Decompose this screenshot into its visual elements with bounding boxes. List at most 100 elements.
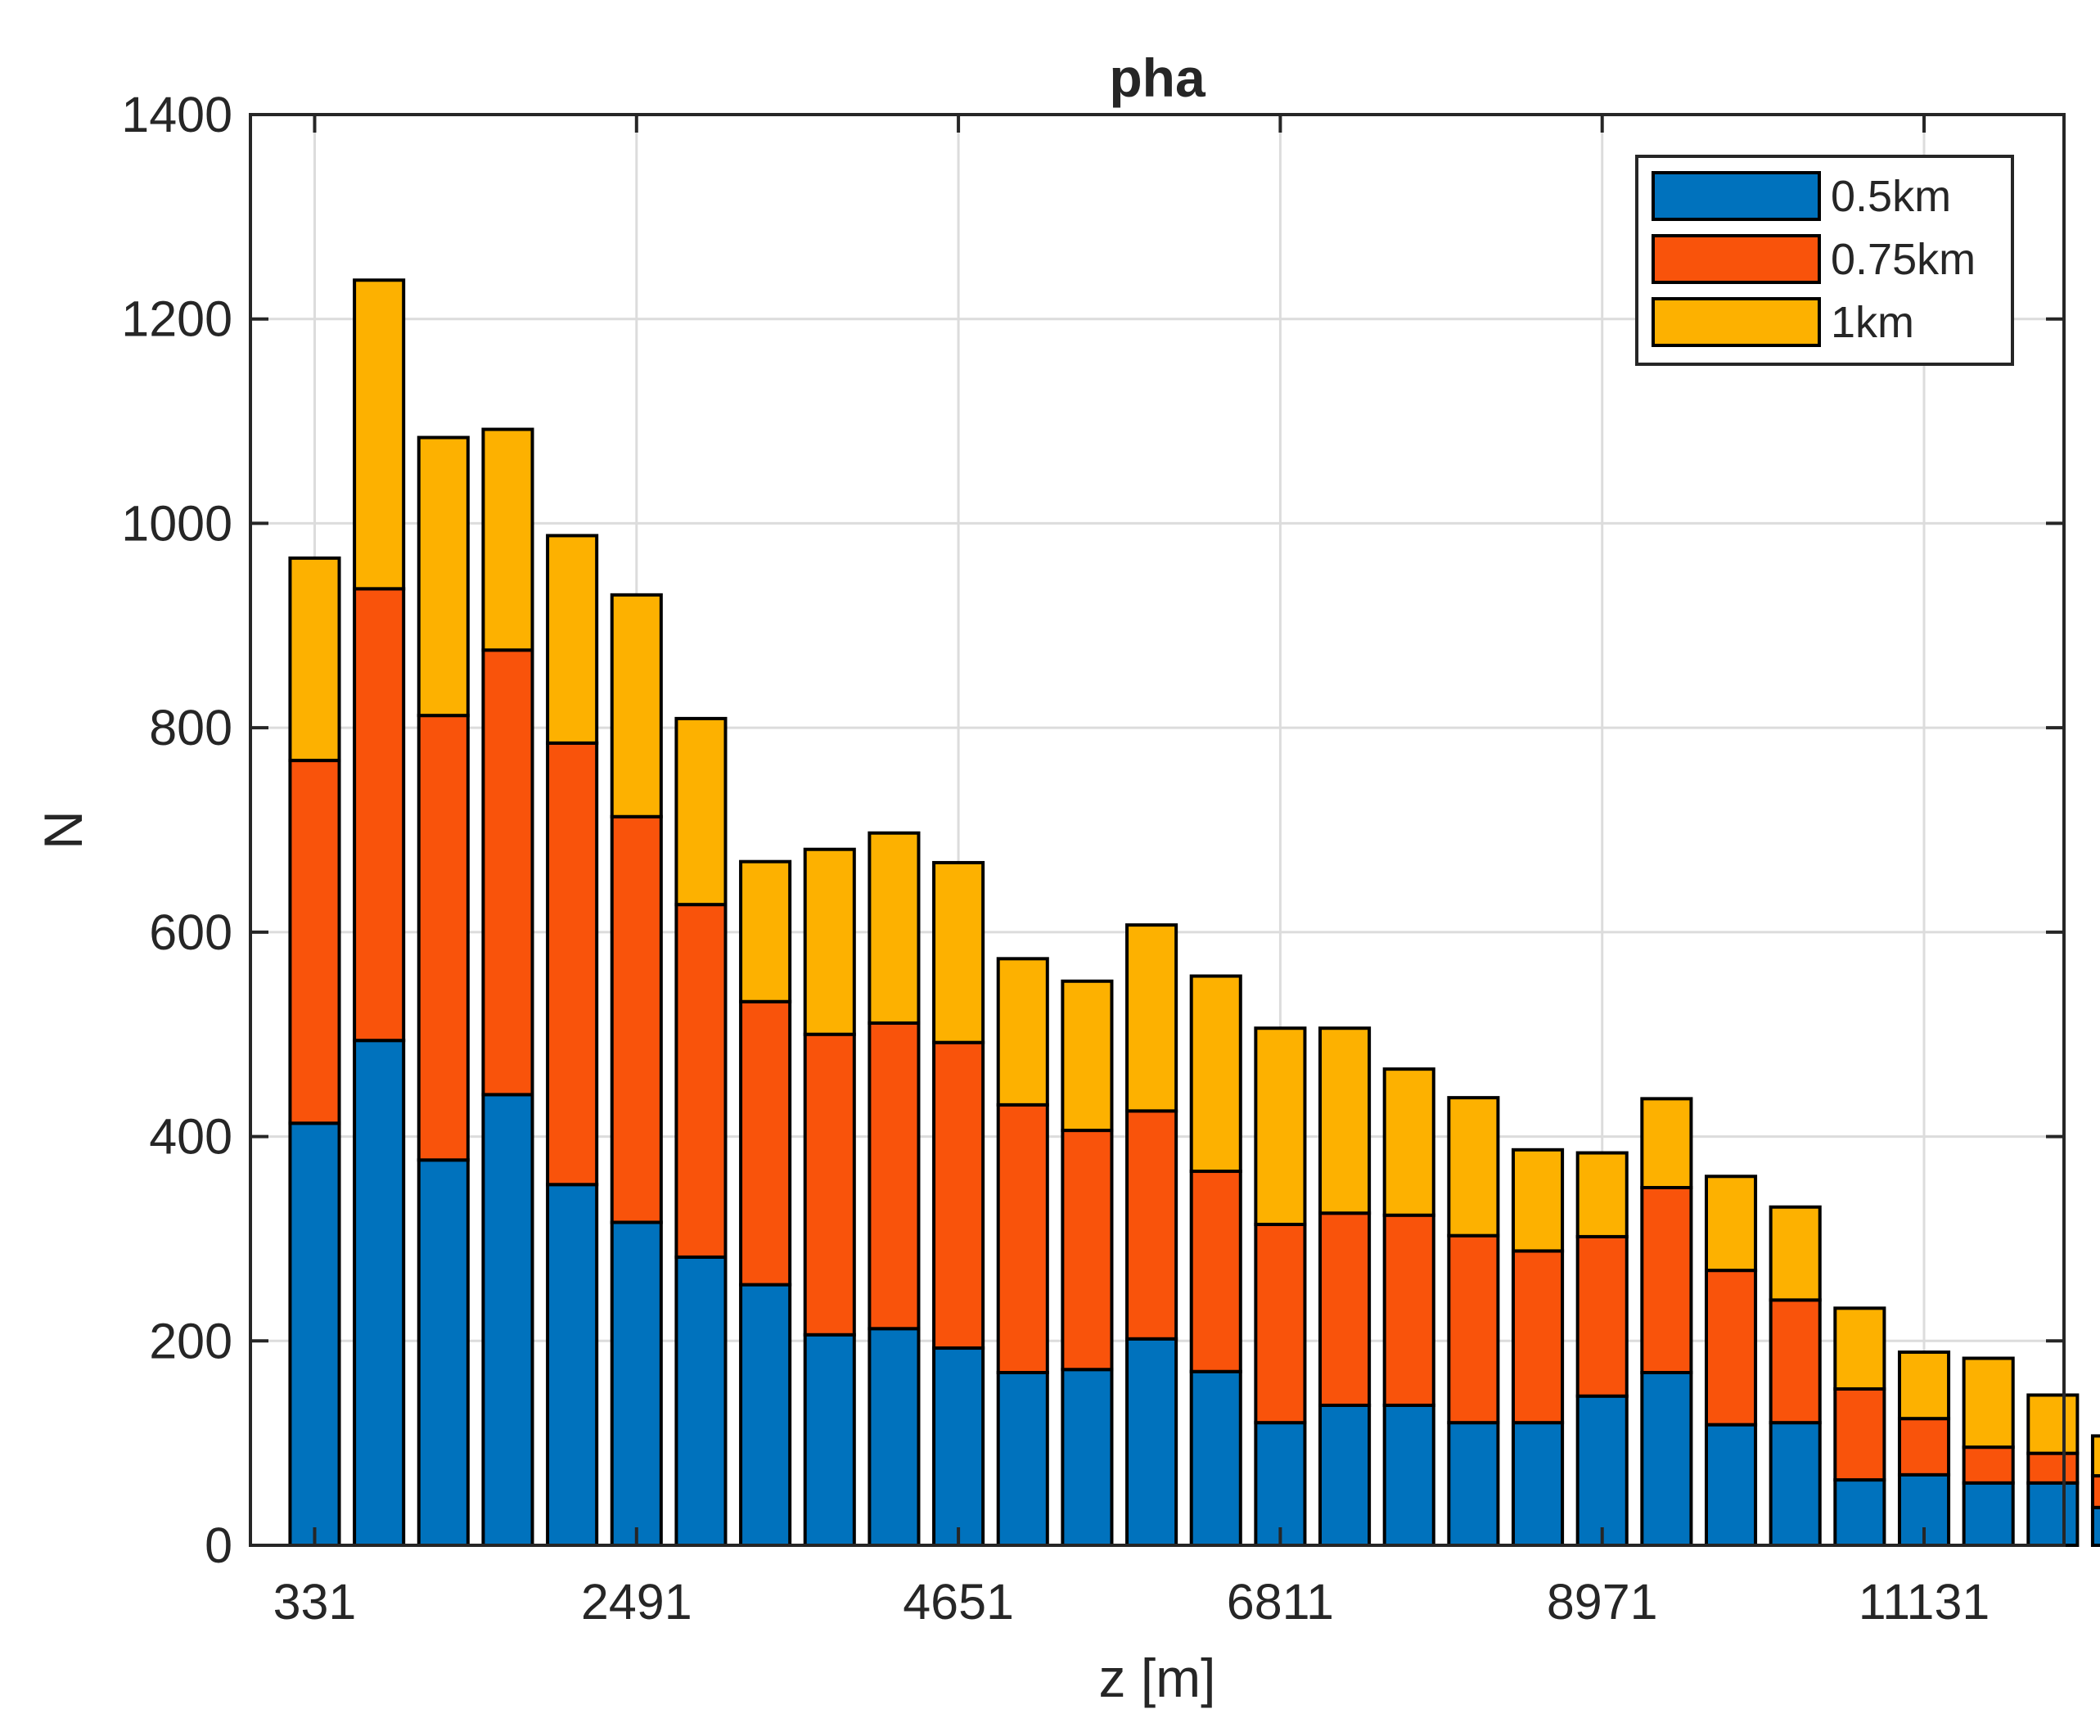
bar-0.75km-763	[353, 587, 406, 1043]
bar-1km-5083	[996, 957, 1049, 1107]
bar-0.5km-11995	[2026, 1481, 2080, 1548]
bar-1km-9835	[1704, 1175, 1758, 1273]
bar-1km-8107	[1447, 1096, 1500, 1238]
bar-1km-11995	[2026, 1393, 2080, 1455]
bar-1km-5947	[1125, 923, 1178, 1113]
x-tick-label-4651: 4651	[903, 1574, 1014, 1630]
bar-0.5km-10267	[1769, 1421, 1822, 1547]
bar-0.75km-3787	[803, 1032, 856, 1337]
bar-0.75km-11131	[1897, 1417, 1951, 1477]
bar-1km-3355	[739, 859, 792, 1003]
legend: 0.5km 0.75km 1km	[1635, 155, 2014, 366]
x-tick-label-331: 331	[273, 1574, 357, 1630]
bar-0.5km-4651	[932, 1346, 985, 1548]
bar-0.5km-1195	[417, 1158, 470, 1547]
bar-0.75km-6811	[1254, 1222, 1307, 1425]
bar-0.5km-2059	[546, 1183, 599, 1547]
bar-0.75km-9835	[1704, 1269, 1758, 1427]
bar-0.75km-11563	[1962, 1445, 2015, 1485]
bar-0.75km-4219	[867, 1021, 921, 1331]
bar-0.5km-763	[353, 1039, 406, 1547]
bar-1km-1627	[481, 427, 534, 652]
bar-0.75km-4651	[932, 1040, 985, 1350]
bar-0.5km-3355	[739, 1283, 792, 1547]
bar-0.5km-8539	[1512, 1421, 1565, 1547]
x-axis-label: z [m]	[1099, 1648, 1216, 1708]
bar-0.5km-7675	[1382, 1403, 1435, 1547]
x-tick-labels: 331 2491 4651 6811 8971 11131	[273, 1574, 1990, 1630]
bar-0.75km-1195	[417, 714, 470, 1162]
y-tick-label-1000: 1000	[121, 495, 232, 551]
bar-0.75km-5515	[1061, 1129, 1114, 1372]
bar-0.75km-1627	[481, 648, 534, 1097]
bar-0.75km-10267	[1769, 1298, 1822, 1425]
bar-0.75km-8539	[1512, 1249, 1565, 1425]
bar-0.5km-4219	[867, 1327, 921, 1547]
legend-label-0.5km: 0.5km	[1831, 172, 1951, 221]
bar-0.5km-3787	[803, 1332, 856, 1548]
bar-1km-763	[353, 278, 406, 591]
x-tick-label-2491: 2491	[581, 1574, 692, 1630]
bar-0.75km-11995	[2026, 1451, 2080, 1485]
bar-1km-5515	[1061, 979, 1114, 1133]
y-tick-label-400: 400	[149, 1109, 232, 1165]
bar-0.5km-5947	[1125, 1337, 1178, 1547]
bar-0.5km-331	[288, 1121, 341, 1547]
bar-0.5km-2923	[674, 1255, 728, 1547]
bar-1km-8971	[1575, 1151, 1629, 1238]
legend-label-1km: 1km	[1831, 298, 1914, 347]
bar-0.75km-5947	[1125, 1109, 1178, 1341]
y-tick-label-1200: 1200	[121, 291, 232, 347]
bar-0.5km-7243	[1318, 1403, 1372, 1547]
y-axis-label: N	[33, 810, 93, 850]
y-tick-label-800: 800	[149, 700, 232, 755]
bar-0.75km-8107	[1447, 1233, 1500, 1425]
bar-1km-2059	[546, 534, 599, 745]
bar-1km-2923	[674, 716, 728, 907]
bar-0.5km-6811	[1254, 1421, 1307, 1547]
y-tick-label-1400: 1400	[121, 87, 232, 142]
bar-1km-2491	[610, 593, 663, 818]
bar-0.5km-10699	[1833, 1478, 1886, 1547]
bar-0.5km-5083	[996, 1370, 1049, 1548]
bar-0.5km-6379	[1189, 1369, 1242, 1547]
bar-1km-7243	[1318, 1026, 1372, 1215]
bar-0.75km-8971	[1575, 1234, 1629, 1398]
bar-0.75km-3355	[739, 999, 792, 1287]
bar-1km-10267	[1769, 1205, 1822, 1302]
axes-box	[249, 113, 2066, 1547]
chart-title: pha	[1109, 47, 1206, 108]
bar-0.75km-10699	[1833, 1387, 1886, 1482]
bar-1km-8539	[1512, 1148, 1565, 1253]
x-tick-label-11131: 11131	[1859, 1574, 1990, 1630]
y-tick-label-200: 200	[149, 1313, 232, 1369]
bar-0.75km-2923	[674, 903, 728, 1259]
bar-1km-1195	[417, 435, 470, 718]
bar-1km-4651	[932, 860, 985, 1044]
bar-1km-9403	[1640, 1097, 1693, 1189]
bar-1km-6379	[1189, 974, 1242, 1174]
bar-0.75km-12427	[2090, 1474, 2100, 1509]
bar-0.75km-7675	[1382, 1213, 1435, 1407]
bar-0.75km-331	[288, 759, 341, 1125]
bar-1km-4219	[867, 831, 921, 1025]
y-tick-label-0: 0	[205, 1517, 232, 1573]
bar-stacks	[288, 278, 2100, 1548]
bar-0.75km-6379	[1189, 1170, 1242, 1373]
bar-1km-11131	[1897, 1350, 1951, 1421]
bar-0.75km-5083	[996, 1102, 1049, 1374]
legend-swatch-0.75km	[1652, 234, 1821, 284]
bar-0.5km-2491	[610, 1220, 663, 1547]
bar-0.5km-9403	[1640, 1370, 1693, 1548]
bar-0.5km-5515	[1061, 1368, 1114, 1548]
bar-1km-11563	[1962, 1356, 2015, 1450]
bar-0.5km-8107	[1447, 1421, 1500, 1547]
bar-0.75km-7243	[1318, 1211, 1372, 1407]
y-tick-label-600: 600	[149, 904, 232, 960]
bar-1km-10699	[1833, 1306, 1886, 1391]
bar-1km-7675	[1382, 1067, 1435, 1217]
bar-0.5km-1627	[481, 1093, 534, 1547]
x-tick-label-8971: 8971	[1547, 1574, 1658, 1630]
legend-swatch-1km	[1652, 297, 1821, 347]
